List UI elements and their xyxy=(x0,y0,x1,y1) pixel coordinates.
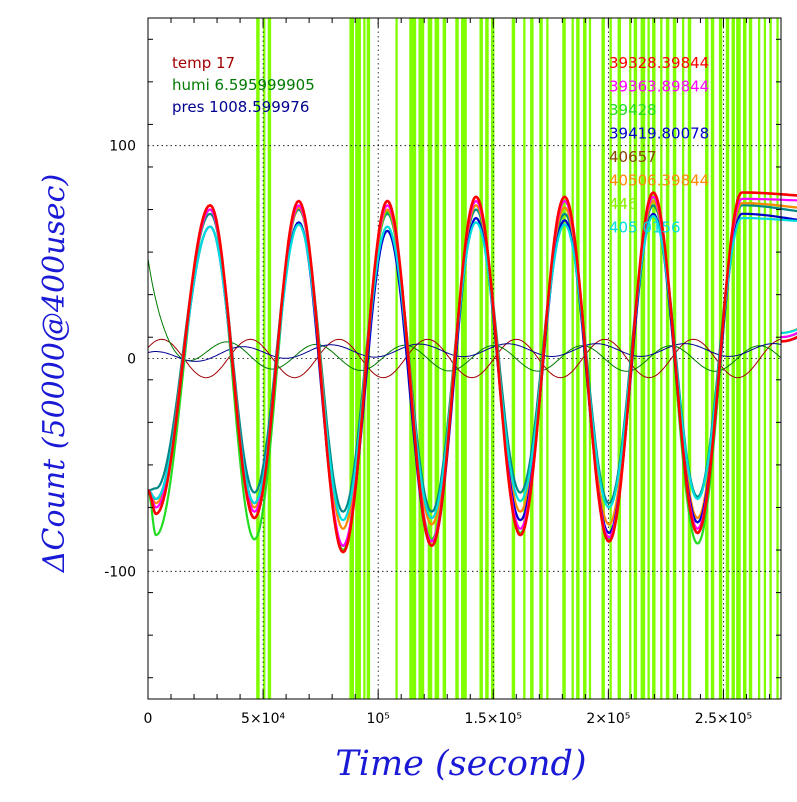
y-tick-label: -100 xyxy=(104,564,136,580)
legend-right-entry: 40657 xyxy=(609,148,657,166)
highlight-band xyxy=(409,18,417,699)
legend-right-entry: 39328.39844 xyxy=(609,54,709,72)
highlight-band xyxy=(682,18,685,699)
legend-right-entry: 39428 xyxy=(609,101,657,119)
highlight-band xyxy=(546,18,549,699)
legend-series: 39328.39844 39363.89844 39428 39419.80078 40… xyxy=(609,54,709,237)
highlight-band xyxy=(665,18,670,699)
legend-right-entry: 405 0156 xyxy=(609,219,681,237)
legend-left-entry: humi 6.595999905 xyxy=(172,76,315,94)
x-tick-label: 2.5×10⁵ xyxy=(695,711,752,727)
highlight-band xyxy=(571,18,574,699)
x-tick-label: 1.5×10⁵ xyxy=(465,711,522,727)
highlight-band xyxy=(562,18,566,699)
axis-ticks: 0 5×10⁴ 10⁵ 1.5×10⁵ 2×10⁵ 2.5×10⁵ 100 0 -100 xyxy=(104,18,781,727)
highlight-band xyxy=(490,18,495,699)
y-tick-label: 100 xyxy=(109,139,136,155)
highlight-band xyxy=(576,18,580,699)
legend-left-entry: pres 1008.599976 xyxy=(172,98,309,116)
legend-environment: temp 17 humi 6.595999905 pres 1008.599976 xyxy=(172,54,315,116)
legend-right-entry: 39419.80078 xyxy=(609,125,709,143)
highlight-band xyxy=(355,18,361,699)
highlight-band xyxy=(652,18,656,699)
highlight-band xyxy=(427,18,433,699)
x-tick-label: 2×10⁵ xyxy=(586,711,630,727)
highlight-band xyxy=(640,18,646,699)
highlight-band xyxy=(776,18,779,699)
highlight-band xyxy=(267,18,272,699)
highlight-band xyxy=(743,18,747,699)
y-tick-label: 0 xyxy=(127,352,136,368)
highlight-band xyxy=(757,18,761,699)
highlight-band xyxy=(617,18,622,699)
highlight-band xyxy=(725,18,730,699)
highlight-band xyxy=(256,18,260,699)
highlight-band xyxy=(748,18,753,699)
legend-left-entry: temp 17 xyxy=(172,54,235,72)
highlight-band xyxy=(442,18,447,699)
plot-frame xyxy=(147,17,782,700)
highlight-band xyxy=(263,18,266,699)
highlight-band xyxy=(710,18,715,699)
count-series-line xyxy=(147,214,797,522)
highlight-band xyxy=(609,18,612,699)
count-series-lines xyxy=(147,191,797,554)
highlight-band xyxy=(418,18,425,699)
legend-right-entry: 40506.39844 xyxy=(609,172,709,190)
x-tick-label: 10⁵ xyxy=(366,711,389,727)
count-series-line xyxy=(147,191,797,554)
x-tick-label: 0 xyxy=(144,711,153,727)
highlight-band xyxy=(523,18,526,699)
y-axis-title: ΔCount (50000@400usec) xyxy=(37,174,72,573)
x-axis-title: Time (second) xyxy=(335,744,586,784)
legend-right-entry: 446 xyxy=(609,195,638,213)
highlight-band xyxy=(455,18,459,699)
legend-right-entry: 39363.89844 xyxy=(609,78,709,96)
highlight-band xyxy=(769,18,772,699)
x-tick-label: 5×10⁴ xyxy=(241,711,285,727)
highlight-band xyxy=(687,18,692,699)
